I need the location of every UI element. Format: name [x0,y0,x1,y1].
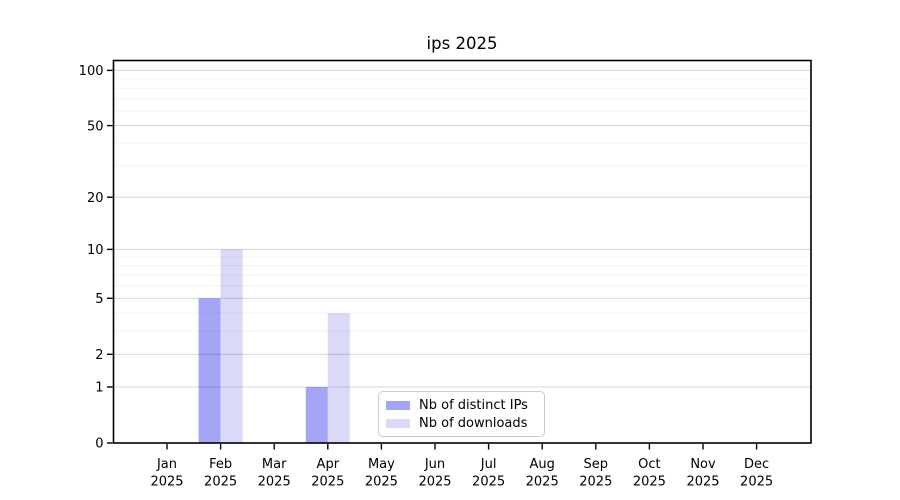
bar-ips-apr [305,387,328,443]
x-tick-label-year-aug: 2025 [526,475,559,490]
axes-box [112,59,812,444]
y-tick-label-50: 50 [87,119,104,134]
x-tick-label-year-apr: 2025 [311,475,344,490]
x-tick-label-month-aug: Aug [530,457,555,472]
legend-item-downloads: Nb of downloads [386,417,536,430]
x-tick-label-year-sep: 2025 [579,475,612,490]
y-tick-label-5: 5 [95,292,103,307]
x-tick-label-month-jul: Jul [480,457,497,472]
y-gridlines-minor [113,78,811,332]
x-tick-label-month-feb: Feb [209,457,232,472]
x-tick-label-month-sep: Sep [584,457,609,472]
x-tick-label-month-apr: Apr [317,457,340,472]
y-tick-label-1: 1 [95,381,103,396]
bars [198,249,350,443]
legend: Nb of distinct IPs Nb of downloads [378,391,545,437]
x-tick-label-year-mar: 2025 [258,475,291,490]
x-tick-label-year-feb: 2025 [204,475,237,490]
x-tick-label-month-jan: Jan [156,457,177,472]
bar-downloads-apr [327,313,350,443]
y-tick-label-20: 20 [87,191,104,206]
legend-swatch-distinct-ips [386,400,410,410]
y-tick-label-0: 0 [95,437,103,452]
x-tick-label-year-jul: 2025 [472,475,505,490]
x-axis-ticks: Jan 2025 Feb 2025 Mar 2025 Apr 2025 May 2025 Jun 20… [150,444,773,490]
bar-downloads-feb [220,249,243,443]
y-axis-ticks: 0 1 2 5 10 20 50 100 [79,64,113,452]
x-tick-label-year-dec: 2025 [740,475,773,490]
x-tick-label-month-dec: Dec [744,457,769,472]
x-tick-label-month-may: May [368,457,395,472]
x-tick-label-year-may: 2025 [365,475,398,490]
x-tick-label-month-jun: Jun [424,457,445,472]
x-tick-label-year-jan: 2025 [150,475,183,490]
x-tick-label-year-jun: 2025 [418,475,451,490]
legend-label-distinct-ips: Nb of distinct IPs [419,397,528,413]
y-tick-label-100: 100 [79,64,104,79]
legend-swatch-downloads [386,418,410,428]
x-tick-label-month-mar: Mar [262,457,287,472]
bar-ips-feb [198,298,221,443]
y-gridlines-major [113,69,811,388]
y-tick-label-2: 2 [95,348,103,363]
chart-title: ips 2025 [426,34,498,53]
legend-label-downloads: Nb of downloads [419,415,528,431]
y-tick-label-10: 10 [87,243,104,258]
legend-item-distinct-ips: Nb of distinct IPs [386,399,536,412]
x-tick-label-year-oct: 2025 [633,475,666,490]
x-tick-label-year-nov: 2025 [686,475,719,490]
x-tick-label-month-nov: Nov [690,457,716,472]
x-tick-label-month-oct: Oct [638,457,660,472]
